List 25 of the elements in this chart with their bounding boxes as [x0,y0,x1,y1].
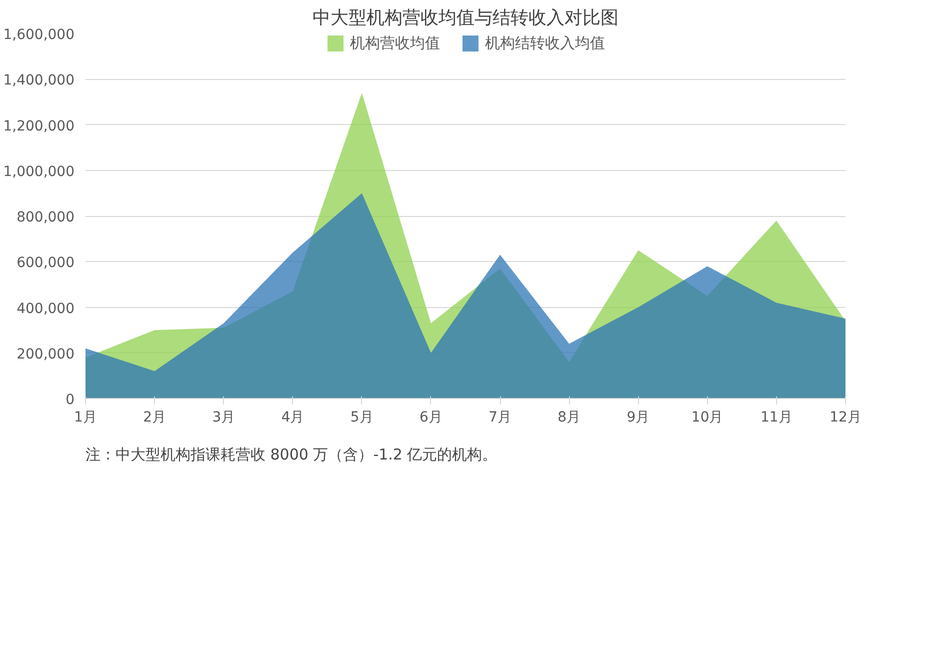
legend-label: 机构结转收入均值 [485,34,605,52]
x-tick-label: 3月 [212,410,236,426]
y-tick-label: 600,000 [16,255,75,272]
y-tick-label: 400,000 [16,300,75,317]
x-tick-label: 1月 [74,410,97,426]
text: 注：中大型机构指课耗营收 8000 万（含）-1.2 亿元的机构。 [86,446,498,464]
x-tick-label: 12月 [830,410,862,426]
y-tick-label: 0 [66,392,75,408]
x-tick-label: 10月 [691,410,724,426]
chart-title: 中大型机构营收均值与结转收入对比图 [312,8,618,28]
x-tick-label: 6月 [420,410,442,426]
y-tick-label: 800,000 [16,210,75,226]
x-tick-label: 8月 [558,410,581,426]
legend-label: 机构营收均值 [350,34,440,52]
x-tick-label: 9月 [626,410,650,426]
x-tick-label: 7月 [488,410,512,426]
x-tick-label: 4月 [281,410,304,426]
y-tick-label: 1,600,000 [3,27,75,43]
x-tick-label: 2月 [143,410,166,426]
y-tick-label: 1,000,000 [3,164,75,180]
x-tick-label: 5月 [350,410,374,426]
x-tick-label: 11月 [760,410,792,426]
y-tick-label: 200,000 [16,346,75,362]
y-tick-label: 1,200,000 [3,118,75,134]
y-tick-label: 1,400,000 [3,72,75,89]
